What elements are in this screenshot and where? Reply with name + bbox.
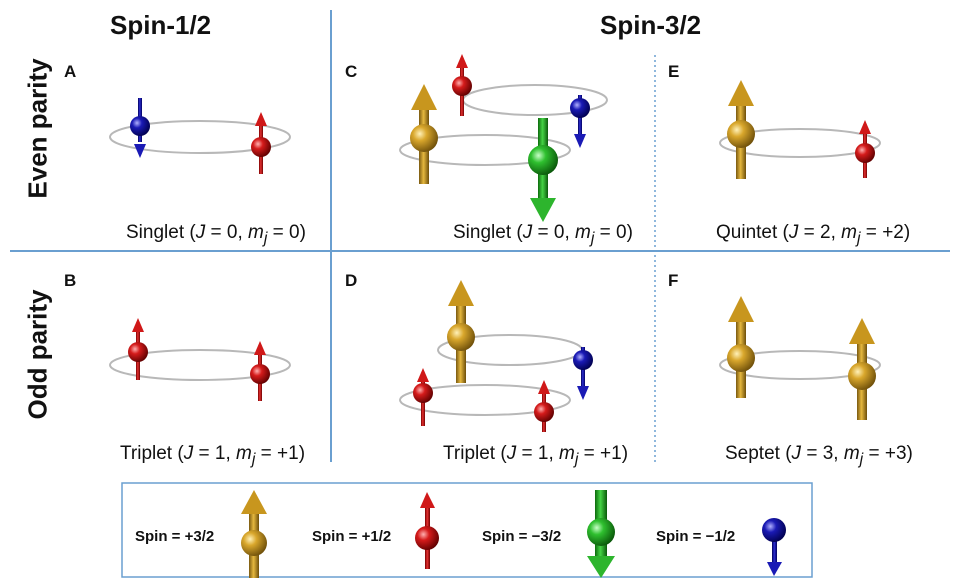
caption-f-m-symbol: m xyxy=(843,443,860,464)
spin-plus-three-half-e xyxy=(727,80,755,179)
caption-a-m-sub: j xyxy=(263,229,268,247)
orbit-c-bottom xyxy=(399,134,571,166)
legend-spin-minus-half-icon xyxy=(762,518,786,576)
caption-f-j-value: 3 xyxy=(822,443,834,464)
caption-d-m-sub: j xyxy=(574,450,579,468)
caption-panel-d: Triplet (J = 1, mj = +1) xyxy=(443,443,629,468)
caption-d-j-value: 1 xyxy=(537,443,549,464)
caption-c-m-symbol: m xyxy=(575,222,591,243)
caption-panel-c: Singlet (J = 0, mj = 0) xyxy=(453,222,633,247)
caption-e-m-sub: j xyxy=(857,229,861,247)
spin-plus-half-a xyxy=(251,112,271,174)
caption-panel-f: Septet (J = 3, mj = +3) xyxy=(725,443,913,468)
caption-a-m-symbol: m xyxy=(248,222,264,243)
spin-minus-three-half-c xyxy=(528,118,558,222)
row-header-odd-parity: Odd parity xyxy=(22,289,53,420)
orbit-b xyxy=(109,349,291,381)
legend-spin-minus-three-half-icon xyxy=(587,490,615,578)
orbit-a xyxy=(109,120,291,154)
legend-label-spin-plus-half: Spin = +1/2 xyxy=(312,528,392,545)
spin-plus-half-b1 xyxy=(128,318,148,380)
column-header-spin-three-half: Spin-3/2 xyxy=(600,10,702,40)
caption-d-j-symbol: J xyxy=(506,443,517,464)
spin-plus-three-half-f1 xyxy=(727,296,755,398)
panel-letter-f: F xyxy=(668,271,679,290)
caption-e-mj-value: +2 xyxy=(882,222,904,243)
caption-a-j-symbol: J xyxy=(195,222,206,243)
caption-a-state: Singlet xyxy=(126,222,185,243)
caption-f-j-symbol: J xyxy=(791,443,802,464)
caption-d-mj-value: +1 xyxy=(600,443,622,464)
caption-b-m-sub: j xyxy=(251,450,256,468)
spin-plus-half-d2 xyxy=(534,380,554,432)
spin-plus-three-half-c xyxy=(410,84,438,184)
spin-plus-three-half-d xyxy=(447,280,475,383)
caption-b-j-symbol: J xyxy=(183,443,194,464)
orbit-f xyxy=(719,350,881,380)
spin-minus-half-d xyxy=(573,347,593,400)
spin-plus-half-d1 xyxy=(413,368,433,426)
caption-d-state: Triplet xyxy=(443,443,496,464)
panel-letter-c: C xyxy=(345,62,358,81)
spin-plus-half-b2 xyxy=(250,341,270,401)
legend-label-spin-minus-half: Spin = −1/2 xyxy=(656,528,736,545)
caption-c-j-value: 0 xyxy=(553,222,565,243)
caption-b-mj-value: +1 xyxy=(277,443,299,464)
caption-f-m-sub: j xyxy=(859,450,864,468)
caption-f-mj-value: +3 xyxy=(884,443,907,464)
caption-e-m-symbol: m xyxy=(841,222,857,243)
panel-letter-b: B xyxy=(64,271,77,290)
caption-a-mj-value: 0 xyxy=(289,222,300,243)
orbit-d-bottom xyxy=(399,384,571,416)
caption-a-j-value: 0 xyxy=(226,222,238,243)
spin-minus-half-a xyxy=(130,98,150,158)
orbit-e xyxy=(719,128,881,158)
caption-panel-e: Quintet (J = 2, mj = +2) xyxy=(716,222,911,247)
panel-letter-d: D xyxy=(345,271,358,290)
caption-e-j-value: 2 xyxy=(820,222,831,243)
caption-e-j-symbol: J xyxy=(788,222,799,243)
caption-b-m-symbol: m xyxy=(236,443,252,464)
spin-plus-half-c xyxy=(452,54,472,116)
caption-e-state: Quintet xyxy=(716,222,778,243)
caption-c-j-symbol: J xyxy=(522,222,533,243)
legend-box xyxy=(121,482,813,578)
legend-spin-plus-half-icon xyxy=(415,492,439,569)
spin-plus-half-e xyxy=(855,120,875,178)
caption-c-state: Singlet xyxy=(453,222,512,243)
column-header-spin-half: Spin-1/2 xyxy=(110,10,212,40)
legend-label-spin-minus-three-half: Spin = −3/2 xyxy=(482,528,562,545)
legend-spin-plus-three-half-icon xyxy=(241,490,267,578)
spin-plus-three-half-f2 xyxy=(848,318,876,420)
caption-b-j-value: 1 xyxy=(214,443,226,464)
legend-label-spin-plus-three-half: Spin = +3/2 xyxy=(135,528,215,545)
caption-c-mj-value: 0 xyxy=(616,222,627,243)
spin-minus-half-c xyxy=(570,95,590,148)
panel-letter-e: E xyxy=(668,62,680,81)
caption-d-m-symbol: m xyxy=(559,443,575,464)
caption-panel-a: Singlet (J = 0, mj = 0) xyxy=(126,222,306,247)
caption-f-state: Septet xyxy=(725,443,780,464)
caption-c-m-sub: j xyxy=(590,229,595,247)
caption-panel-b: Triplet (J = 1, mj = +1) xyxy=(120,443,306,468)
panel-letter-a: A xyxy=(64,62,77,81)
row-header-even-parity: Even parity xyxy=(22,58,53,199)
caption-b-state: Triplet xyxy=(120,443,173,464)
